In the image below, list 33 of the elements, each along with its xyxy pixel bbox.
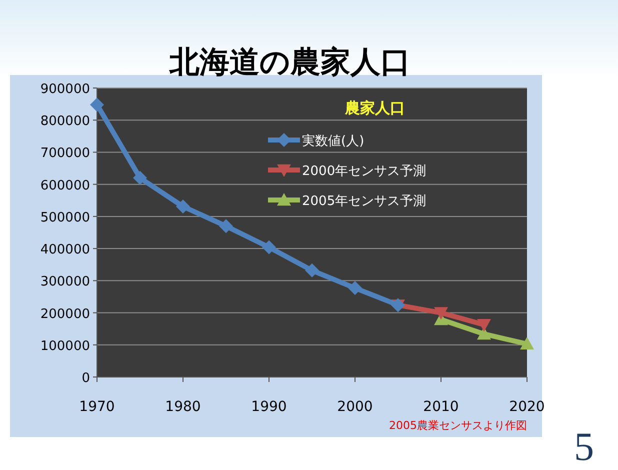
point	[520, 336, 534, 350]
point	[305, 263, 319, 278]
point	[133, 170, 147, 185]
y-tick-label: 600000	[40, 178, 90, 194]
x-tick-label: 1990	[251, 399, 287, 415]
point	[219, 219, 233, 234]
chart-title: 北海道の農家人口	[168, 45, 410, 80]
y-tick-label: 800000	[40, 114, 90, 130]
y-tick-label: 200000	[40, 306, 90, 322]
legend-title: 農家人口	[344, 99, 405, 117]
point	[90, 98, 104, 112]
y-tick-label: 0	[82, 371, 90, 386]
y-tick-label: 900000	[40, 82, 90, 97]
text: 5	[574, 424, 594, 469]
x-tick-label: 2000	[337, 399, 373, 415]
y-tick-label: 500000	[40, 210, 90, 226]
point	[176, 199, 190, 214]
x-tick-label: 2010	[423, 399, 459, 415]
point	[348, 281, 362, 296]
point	[434, 307, 448, 320]
x-tick-label: 1980	[165, 399, 201, 415]
legend-label: 2000年センサス予測	[302, 164, 426, 179]
y-tick-label: 100000	[40, 338, 90, 354]
point	[477, 319, 491, 332]
point	[262, 240, 276, 254]
x-tick-label: 2020	[509, 399, 545, 415]
y-tick-label: 300000	[40, 274, 90, 290]
y-tick-label: 700000	[40, 146, 90, 162]
text: 2005農業センサスより作図	[389, 419, 527, 432]
y-tick-label: 400000	[40, 242, 90, 258]
legend-label: 実数値(人)	[302, 133, 364, 149]
legend-label: 2005年センサス予測	[302, 194, 426, 209]
x-tick-label: 1970	[79, 399, 115, 415]
